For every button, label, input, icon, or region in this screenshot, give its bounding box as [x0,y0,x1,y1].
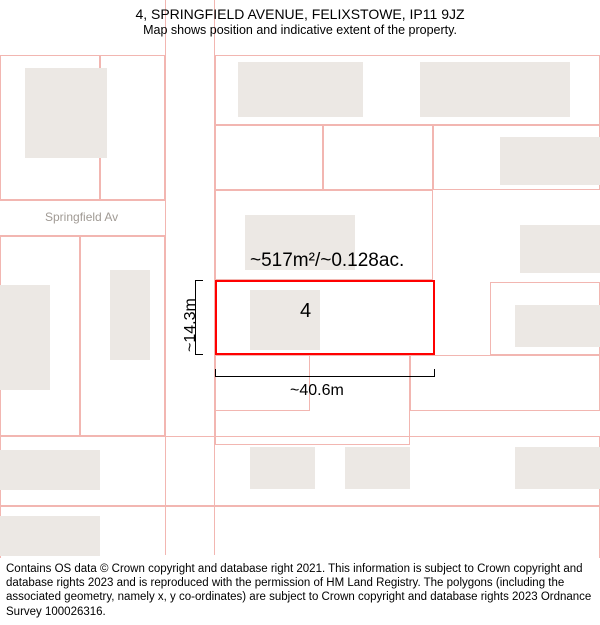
building-footprint [420,62,570,117]
building-footprint [25,68,107,158]
page-subtitle: Map shows position and indicative extent… [0,23,600,37]
building-footprint [515,447,600,489]
building-footprint [345,447,410,489]
building-footprint [110,270,150,360]
header: 4, SPRINGFIELD AVENUE, FELIXSTOWE, IP11 … [0,0,600,39]
copyright-footer: Contains OS data © Crown copyright and d… [0,558,600,625]
building-footprint [515,305,600,347]
building-footprint [0,516,100,556]
building-footprint [238,62,363,117]
parcel-outline [323,125,433,190]
building-footprint [520,225,600,273]
area-label: ~517m²/~0.128ac. [250,250,404,272]
building-footprint [250,447,315,489]
height-dimension-label: ~14.3m [182,298,200,352]
plot-number: 4 [300,300,311,323]
property-map: Springfield Av 4 ~517m²/~0.128ac. ~40.6m… [0,0,600,555]
road-name-label: Springfield Av [45,210,118,224]
highlighted-plot [215,280,435,355]
building-footprint [0,285,50,390]
building-footprint [500,137,600,185]
width-bracket-icon [215,369,435,377]
building-footprint [0,450,100,490]
parcel-outline [100,55,165,200]
parcel-outline [410,355,600,411]
width-dimension-label: ~40.6m [290,382,344,400]
parcel-outline [215,125,323,190]
page-title: 4, SPRINGFIELD AVENUE, FELIXSTOWE, IP11 … [0,6,600,22]
